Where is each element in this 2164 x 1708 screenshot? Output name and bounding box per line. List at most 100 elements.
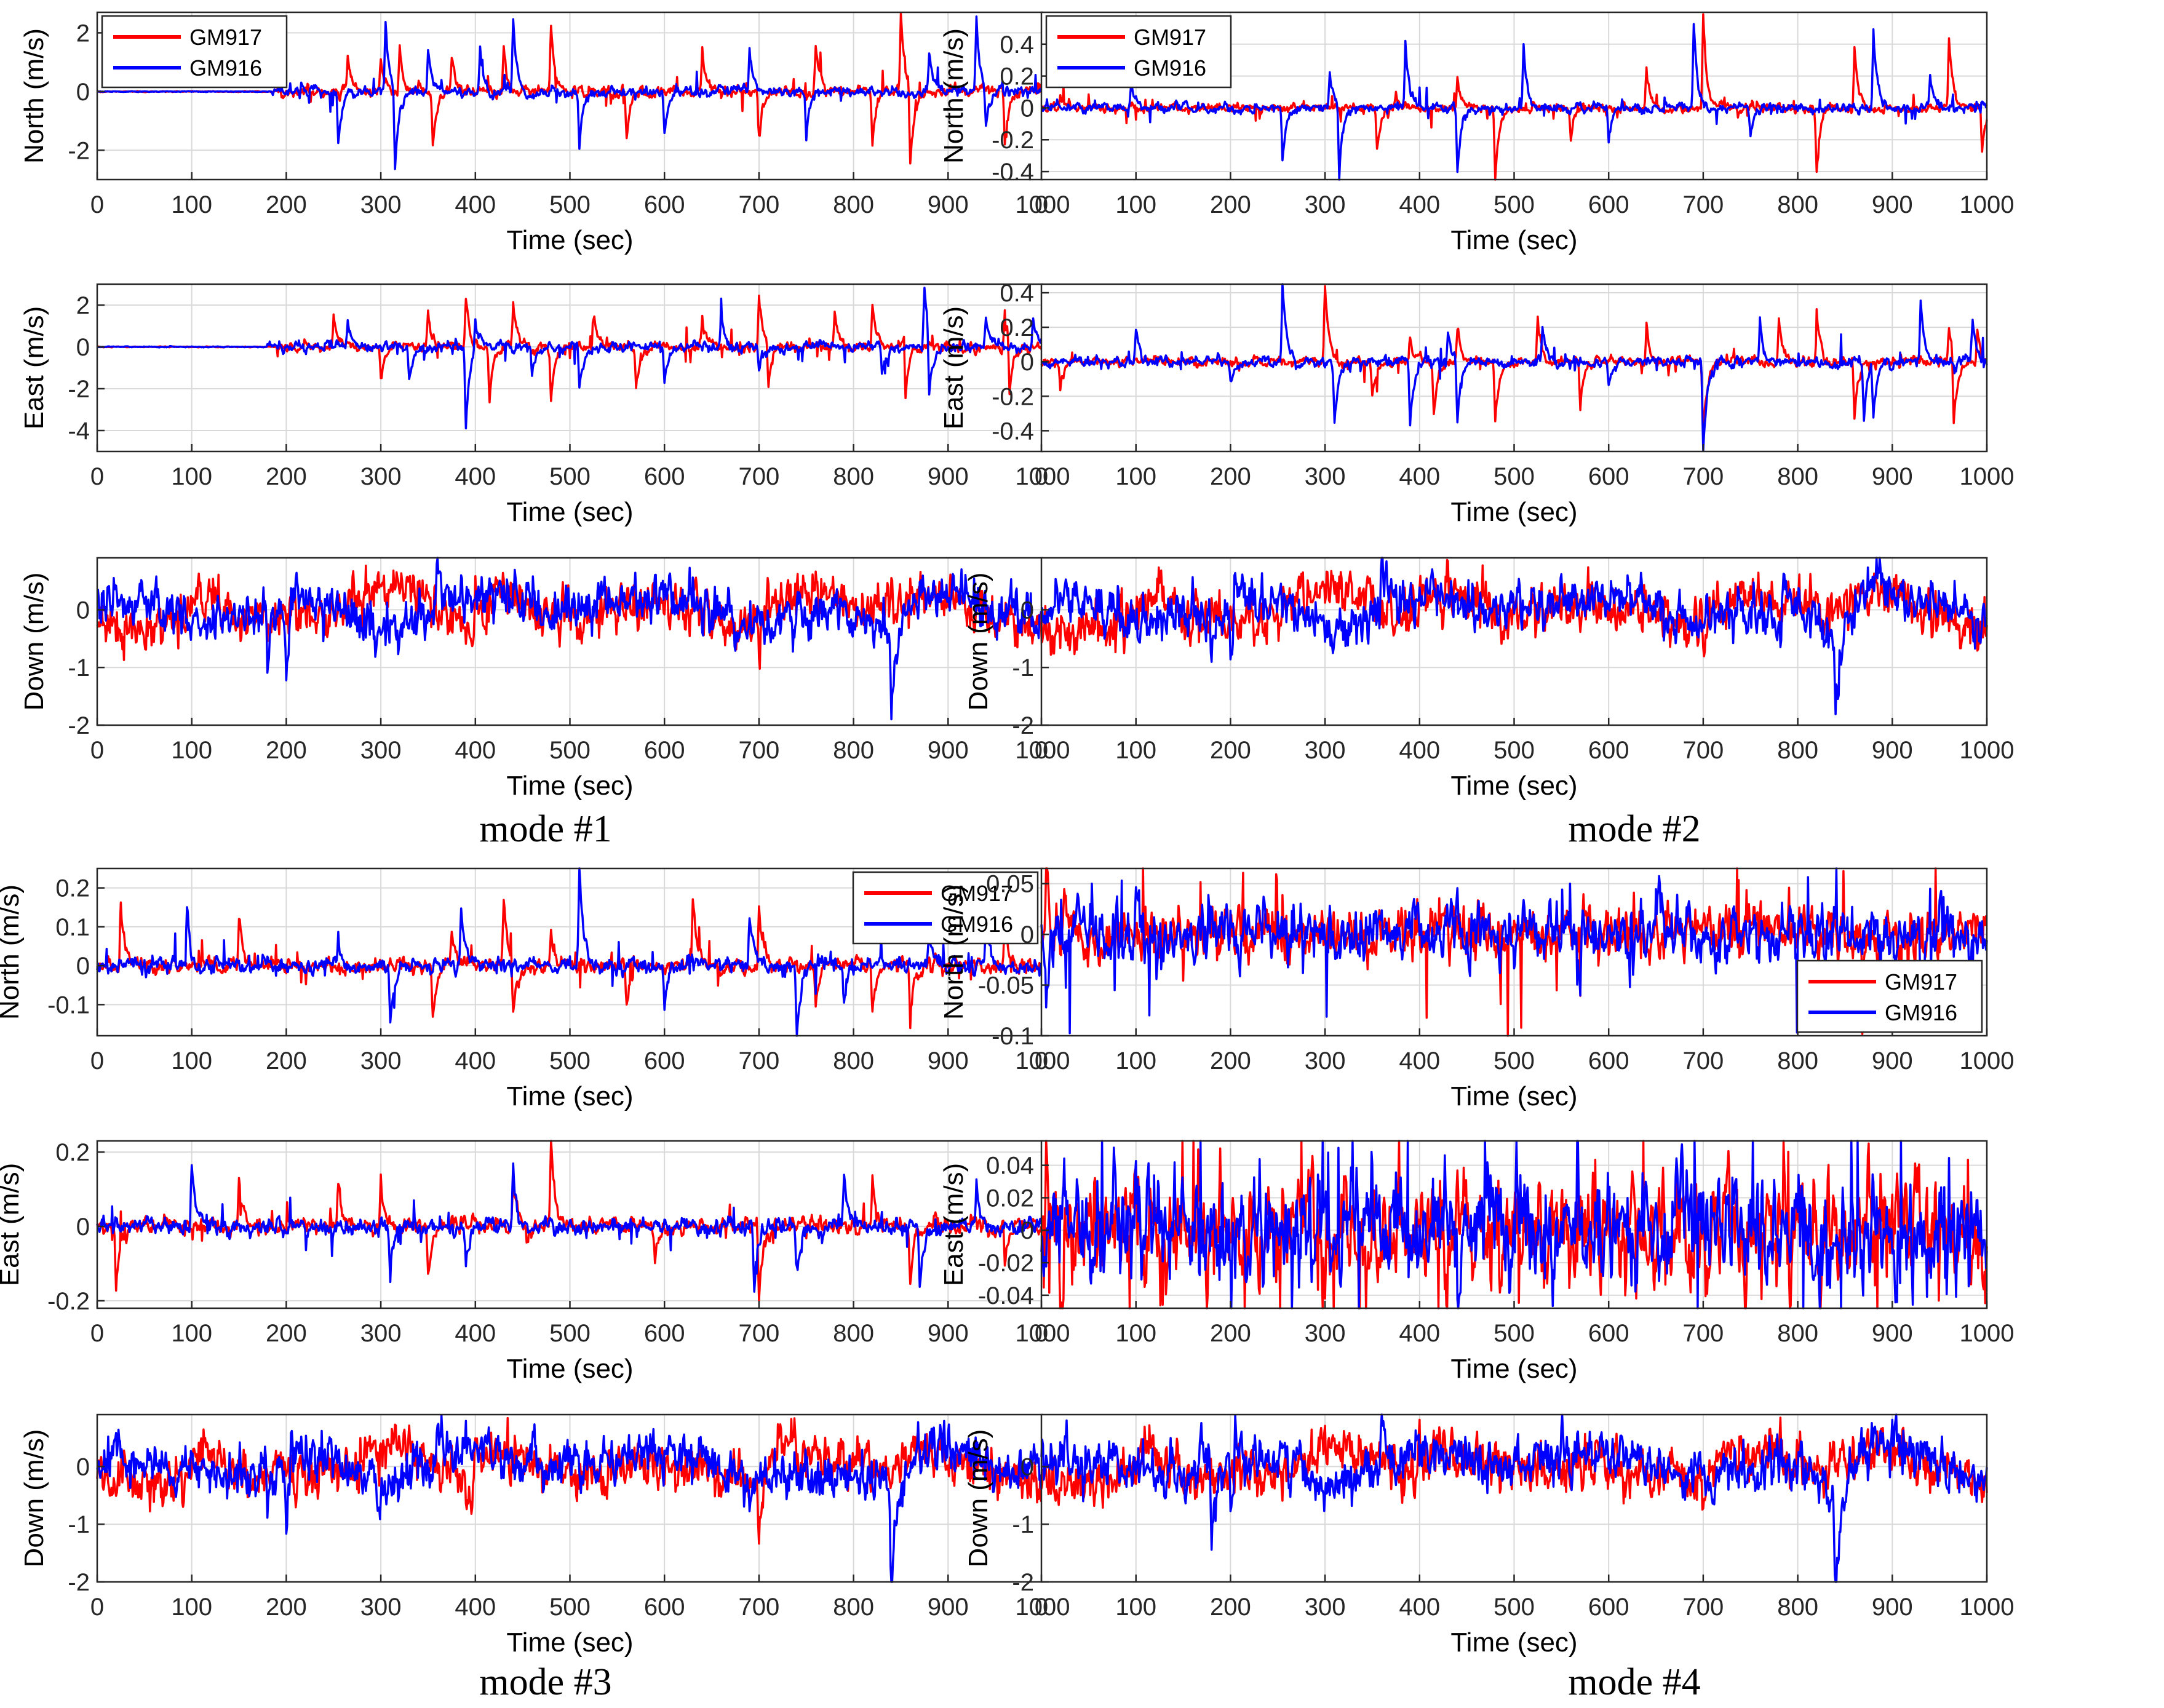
x-tick-label: 900 [1872, 1320, 1913, 1347]
x-tick-label: 300 [1305, 1594, 1346, 1621]
x-tick-label: 500 [1494, 1594, 1535, 1621]
x-tick-label: 200 [1210, 191, 1251, 218]
series-line-gm916 [1040, 557, 1988, 715]
x-tick-label: 300 [360, 1594, 402, 1621]
x-tick-label: 900 [928, 1594, 969, 1621]
legend-label-gm916: GM916 [941, 912, 1013, 937]
x-tick-label: 500 [549, 1594, 591, 1621]
x-tick-label: 600 [1588, 1047, 1629, 1074]
y-tick-label: -2 [68, 1569, 90, 1596]
x-axis-label: Time (sec) [1450, 497, 1577, 527]
y-tick-label: -0.02 [978, 1250, 1034, 1277]
legend: GM917 GM916 [852, 871, 1039, 945]
y-tick-label: -0.05 [978, 972, 1034, 999]
x-tick-label: 300 [360, 1047, 402, 1074]
x-axis-label: Time (sec) [1450, 1354, 1577, 1384]
series-line-gm916 [97, 557, 1044, 721]
x-tick-label: 0 [1035, 1594, 1048, 1621]
axes: 0 100 200 300 400 500 600 700 800 900 1000-0.1-0.0… [939, 871, 2014, 1111]
x-tick-label: 700 [739, 1594, 780, 1621]
y-axis-label: Down (m/s) [963, 573, 993, 711]
x-tick-label: 200 [266, 1594, 307, 1621]
x-tick-label: 500 [1494, 1320, 1535, 1347]
y-tick-label: 0 [1020, 1453, 1034, 1480]
series-line-gm916 [1041, 283, 1988, 452]
x-tick-label: 400 [455, 1320, 496, 1347]
panel-1: 0 100 200 300 400 500 600 700 800 900 1000-202Time… [19, 11, 1070, 255]
x-tick-label: 700 [739, 463, 780, 490]
x-tick-label: 800 [833, 737, 874, 764]
x-tick-label: 100 [171, 1320, 212, 1347]
y-tick-label: -0.1 [47, 991, 90, 1019]
y-tick-label: 0.04 [986, 1153, 1034, 1180]
legend-label-gm917: GM917 [941, 881, 1013, 906]
x-tick-label: 100 [1115, 737, 1156, 764]
x-tick-label: 600 [644, 737, 685, 764]
x-tick-label: 900 [1872, 1047, 1913, 1074]
x-tick-label: 100 [171, 1047, 212, 1074]
x-tick-label: 600 [1588, 1594, 1629, 1621]
y-tick-label: -2 [1012, 712, 1034, 739]
x-tick-label: 900 [928, 1320, 969, 1347]
x-tick-label: 1000 [1016, 1047, 1070, 1074]
y-tick-label: 0.2 [55, 1139, 90, 1166]
x-tick-label: 600 [644, 463, 685, 490]
x-tick-label: 1000 [1016, 191, 1070, 218]
x-axis-label: Time (sec) [506, 771, 633, 801]
x-tick-label: 1000 [1960, 463, 2015, 490]
axes: 0 100 200 300 400 500 600 700 800 900 1000 -0.4 -0.2… [939, 280, 2014, 527]
x-tick-label: 200 [1210, 737, 1251, 764]
mode-caption-1: mode #1 [479, 808, 611, 850]
x-tick-label: 400 [1399, 1594, 1440, 1621]
legend: GM917 GM916 [1796, 959, 1983, 1033]
x-tick-label: 200 [266, 1320, 307, 1347]
axes: 0 100 200 300 400 500 600 700 800 900 1000-0.100.1… [0, 875, 1070, 1111]
axes: 0 100 200 300 400 500 600 700 800 900 1000-2-10Tim… [963, 573, 2014, 801]
y-tick-label: 0 [76, 953, 90, 980]
x-tick-label: 900 [928, 1047, 969, 1074]
x-tick-label: 200 [1210, 1594, 1251, 1621]
y-tick-label: 0 [76, 1213, 90, 1241]
y-tick-label: 2 [76, 20, 90, 47]
x-tick-label: 600 [644, 1594, 685, 1621]
y-tick-label: 0 [1020, 921, 1034, 948]
x-tick-label: 600 [1588, 191, 1629, 218]
legend-box [1796, 959, 1983, 1033]
x-tick-label: 300 [360, 1320, 402, 1347]
x-axis-label: Time (sec) [506, 1627, 633, 1658]
x-tick-label: 900 [1872, 737, 1913, 764]
x-axis-label: Time (sec) [506, 497, 633, 527]
x-tick-label: 1000 [1960, 1047, 2015, 1074]
legend: GM917 GM916 [101, 15, 288, 89]
y-tick-label: -2 [1012, 1569, 1034, 1596]
legend-label-gm916: GM916 [1134, 55, 1206, 81]
axes: 0 100 200 300 400 500 600 700 800 900 1000-2-10Tim… [19, 573, 1070, 801]
y-tick-label: -2 [68, 376, 90, 403]
x-tick-label: 700 [1683, 1047, 1724, 1074]
y-tick-label: -0.2 [47, 1288, 90, 1315]
series-line-gm916 [96, 1414, 1044, 1583]
x-tick-label: 700 [1683, 1320, 1724, 1347]
x-tick-label: 600 [1588, 1320, 1629, 1347]
x-tick-label: 100 [1115, 463, 1156, 490]
legend-label-gm917: GM917 [189, 25, 262, 50]
y-axis-label: North (m/s) [19, 28, 49, 164]
x-tick-label: 600 [1588, 463, 1629, 490]
legend-label-gm917: GM917 [1134, 25, 1206, 50]
panel-11: 0 100 200 300 400 500 600 700 800 900 1000-2-10Tim… [19, 1413, 1070, 1658]
mode-caption-4: mode #4 [1568, 1661, 1700, 1703]
y-tick-label: 0 [1020, 1217, 1034, 1244]
x-tick-label: 200 [1210, 1320, 1251, 1347]
x-tick-label: 900 [928, 191, 969, 218]
y-tick-label: -1 [68, 1511, 90, 1538]
mode-caption-3: mode #3 [479, 1661, 611, 1703]
panel-5: 0 100 200 300 400 500 600 700 800 900 1000-2-10Tim… [19, 557, 1070, 801]
x-tick-label: 600 [644, 191, 685, 218]
x-tick-label: 600 [1588, 737, 1629, 764]
series-line-gm917 [1040, 285, 1987, 436]
x-tick-label: 800 [1777, 1047, 1818, 1074]
x-tick-label: 400 [1399, 1047, 1440, 1074]
axes: 0 100 200 300 400 500 600 700 800 900 1000 -0.04 -0.… [939, 1153, 2014, 1384]
axes: 0 100 200 300 400 500 600 700 800 900 1000-0.200.2… [0, 1139, 1070, 1384]
x-tick-label: 100 [171, 463, 212, 490]
